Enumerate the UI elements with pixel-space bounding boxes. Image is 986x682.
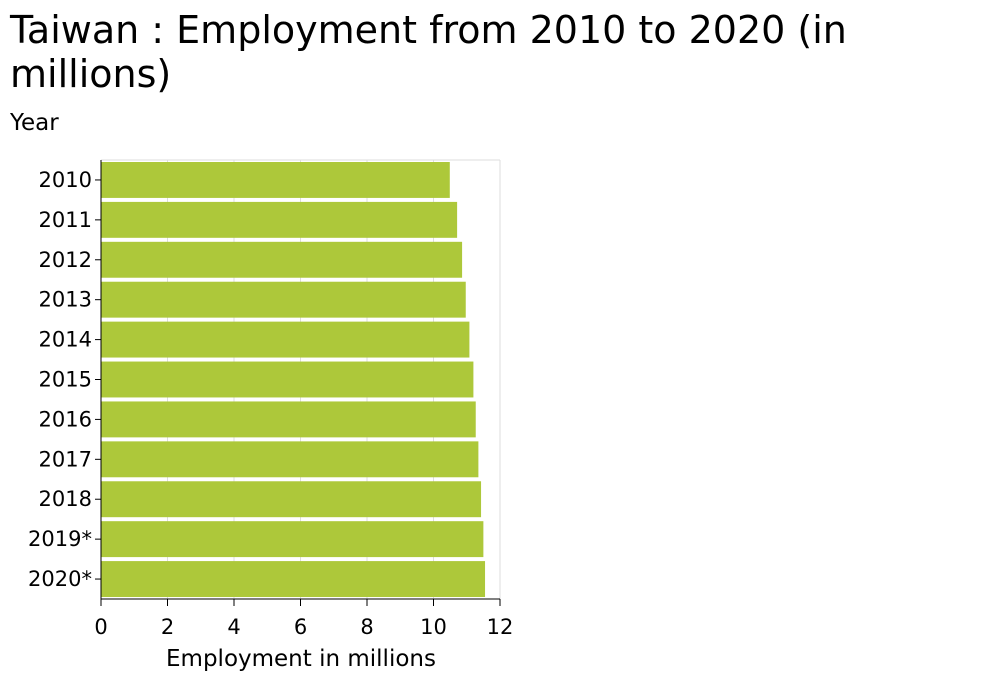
y-tick-label: 2010 <box>39 168 92 192</box>
bar <box>101 162 450 198</box>
y-tick-label: 2016 <box>39 407 92 431</box>
bar <box>101 441 479 478</box>
x-tick-label: 10 <box>420 615 447 639</box>
y-tick-label: 2017 <box>39 447 92 471</box>
bar <box>101 561 486 598</box>
x-axis-title: Employment in millions <box>166 646 436 672</box>
y-tick-label: 2015 <box>39 368 92 392</box>
bar <box>101 281 466 318</box>
bar <box>101 241 463 278</box>
tick-labels: 0 2 4 6 8 10 12 2010 2011 2012 2013 2014 2015 2016 201… <box>28 168 513 639</box>
x-tick-label: 6 <box>294 615 307 639</box>
y-tick-label: 2012 <box>39 248 92 272</box>
y-tick-label: 2019* <box>28 527 92 551</box>
x-tick-label: 12 <box>487 615 514 639</box>
x-tick-label: 8 <box>360 615 373 639</box>
bar <box>101 201 458 238</box>
y-tick-label: 2011 <box>39 208 92 232</box>
y-tick-label: 2014 <box>39 328 92 352</box>
bar <box>101 361 474 398</box>
bar <box>101 521 484 558</box>
bar <box>101 401 476 438</box>
y-axis-title: Year <box>10 110 59 136</box>
y-tick-label: 2020* <box>28 567 92 591</box>
x-tick-label: 4 <box>227 615 240 639</box>
bar <box>101 481 482 518</box>
y-tick-label: 2018 <box>39 487 92 511</box>
x-tick-label: 0 <box>94 615 107 639</box>
bars <box>101 162 486 598</box>
axes <box>95 160 501 606</box>
chart-title: Taiwan : Employment from 2010 to 2020 (i… <box>10 8 847 96</box>
y-tick-label: 2013 <box>39 288 92 312</box>
x-tick-label: 2 <box>161 615 174 639</box>
bar <box>101 321 470 358</box>
